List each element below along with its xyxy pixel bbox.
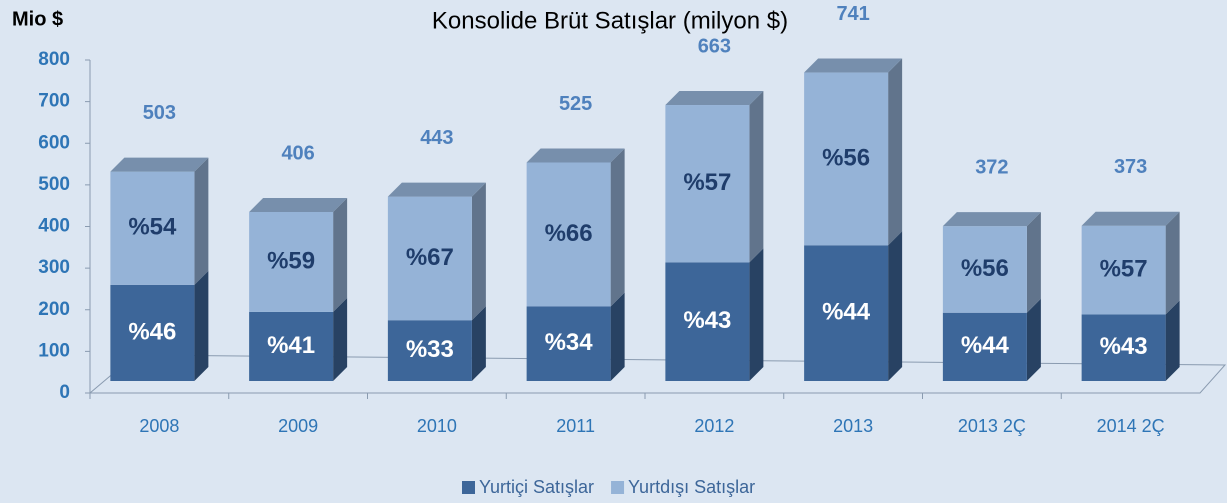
bar-top — [942, 212, 1041, 227]
total-label: 406 — [281, 142, 314, 164]
total-label: 373 — [1114, 156, 1147, 178]
bar-side — [610, 292, 625, 381]
x-tick-label: 2008 — [139, 416, 179, 436]
bar-side — [471, 182, 486, 321]
bar-side — [194, 157, 209, 285]
bar-side — [333, 297, 348, 381]
share-label: %44 — [961, 332, 1010, 359]
x-tick-label: 2012 — [694, 416, 734, 436]
bar-top — [804, 58, 903, 73]
x-tick-label: 2011 — [556, 416, 595, 436]
bar-side — [888, 58, 903, 246]
bar — [804, 245, 889, 381]
share-label: %56 — [961, 255, 1009, 282]
share-label: %56 — [822, 144, 870, 171]
bar — [526, 162, 611, 307]
y-tick-label: 0 — [59, 382, 70, 403]
y-axis-label: Mio $ — [12, 8, 63, 30]
legend-label: Yurtiçi Satışlar — [479, 477, 594, 497]
bar — [942, 226, 1027, 313]
bar-top — [249, 198, 348, 213]
bar — [387, 196, 472, 321]
bar-top — [1081, 211, 1180, 226]
total-label: 741 — [836, 3, 869, 25]
y-tick-label: 600 — [38, 132, 70, 153]
legend-swatch — [611, 481, 625, 494]
share-label: %54 — [128, 214, 177, 241]
bar-side — [1165, 300, 1180, 381]
bar — [526, 306, 611, 381]
bar-side — [1026, 298, 1041, 381]
bar-side — [888, 231, 903, 381]
bar — [665, 262, 750, 381]
legend-swatch — [462, 481, 475, 494]
y-tick-label: 300 — [38, 257, 70, 278]
y-tick-label: 200 — [38, 299, 70, 320]
y-tick-label: 500 — [38, 174, 70, 195]
share-label: %57 — [1100, 255, 1148, 282]
total-label: 525 — [559, 93, 592, 115]
y-tick-label: 100 — [38, 340, 70, 361]
share-label: %43 — [1100, 333, 1148, 360]
share-label: %34 — [545, 329, 594, 356]
bar-side — [471, 306, 486, 381]
bar-top — [526, 148, 625, 163]
share-label: %43 — [683, 307, 731, 334]
bar-side — [1165, 211, 1180, 315]
bar-side — [749, 248, 764, 381]
bar-side — [333, 198, 348, 312]
bar-top — [665, 91, 764, 106]
share-label: %44 — [822, 298, 871, 325]
total-label: 503 — [143, 102, 176, 124]
x-tick-label: 2013 2Ç — [958, 416, 1026, 436]
legend-label: Yurtdışı Satışlar — [628, 477, 755, 497]
bar — [249, 212, 334, 312]
share-label: %67 — [406, 244, 454, 271]
y-tick-label: 400 — [38, 216, 70, 237]
x-tick-label: 2013 — [833, 416, 873, 436]
bar — [804, 72, 889, 246]
share-label: %66 — [545, 220, 593, 247]
bar-side — [1026, 212, 1041, 313]
share-label: %41 — [267, 332, 315, 359]
bar — [110, 171, 195, 285]
bar — [110, 284, 195, 381]
bar — [387, 320, 472, 381]
bar-side — [194, 270, 209, 381]
bar — [1081, 225, 1166, 315]
x-tick-label: 2010 — [417, 416, 457, 436]
share-label: %33 — [406, 336, 454, 363]
bar-top — [110, 157, 209, 172]
bar-top — [387, 182, 486, 197]
bar — [942, 312, 1027, 381]
total-label: 443 — [420, 127, 453, 149]
x-tick-label: 2009 — [278, 416, 318, 436]
bar — [249, 311, 334, 381]
bar-side — [749, 91, 764, 263]
y-tick-label: 700 — [38, 91, 70, 112]
share-label: %46 — [128, 318, 176, 345]
total-label: 372 — [975, 156, 1008, 178]
share-label: %59 — [267, 247, 315, 274]
total-label: 663 — [698, 35, 731, 57]
x-tick-label: 2014 2Ç — [1097, 416, 1165, 436]
bar — [665, 105, 750, 263]
chart-title: Konsolide Brüt Satışlar (milyon $) — [432, 7, 788, 34]
bar — [1081, 314, 1166, 381]
share-label: %57 — [683, 169, 731, 196]
bar-side — [610, 148, 625, 307]
y-tick-label: 800 — [38, 49, 70, 70]
